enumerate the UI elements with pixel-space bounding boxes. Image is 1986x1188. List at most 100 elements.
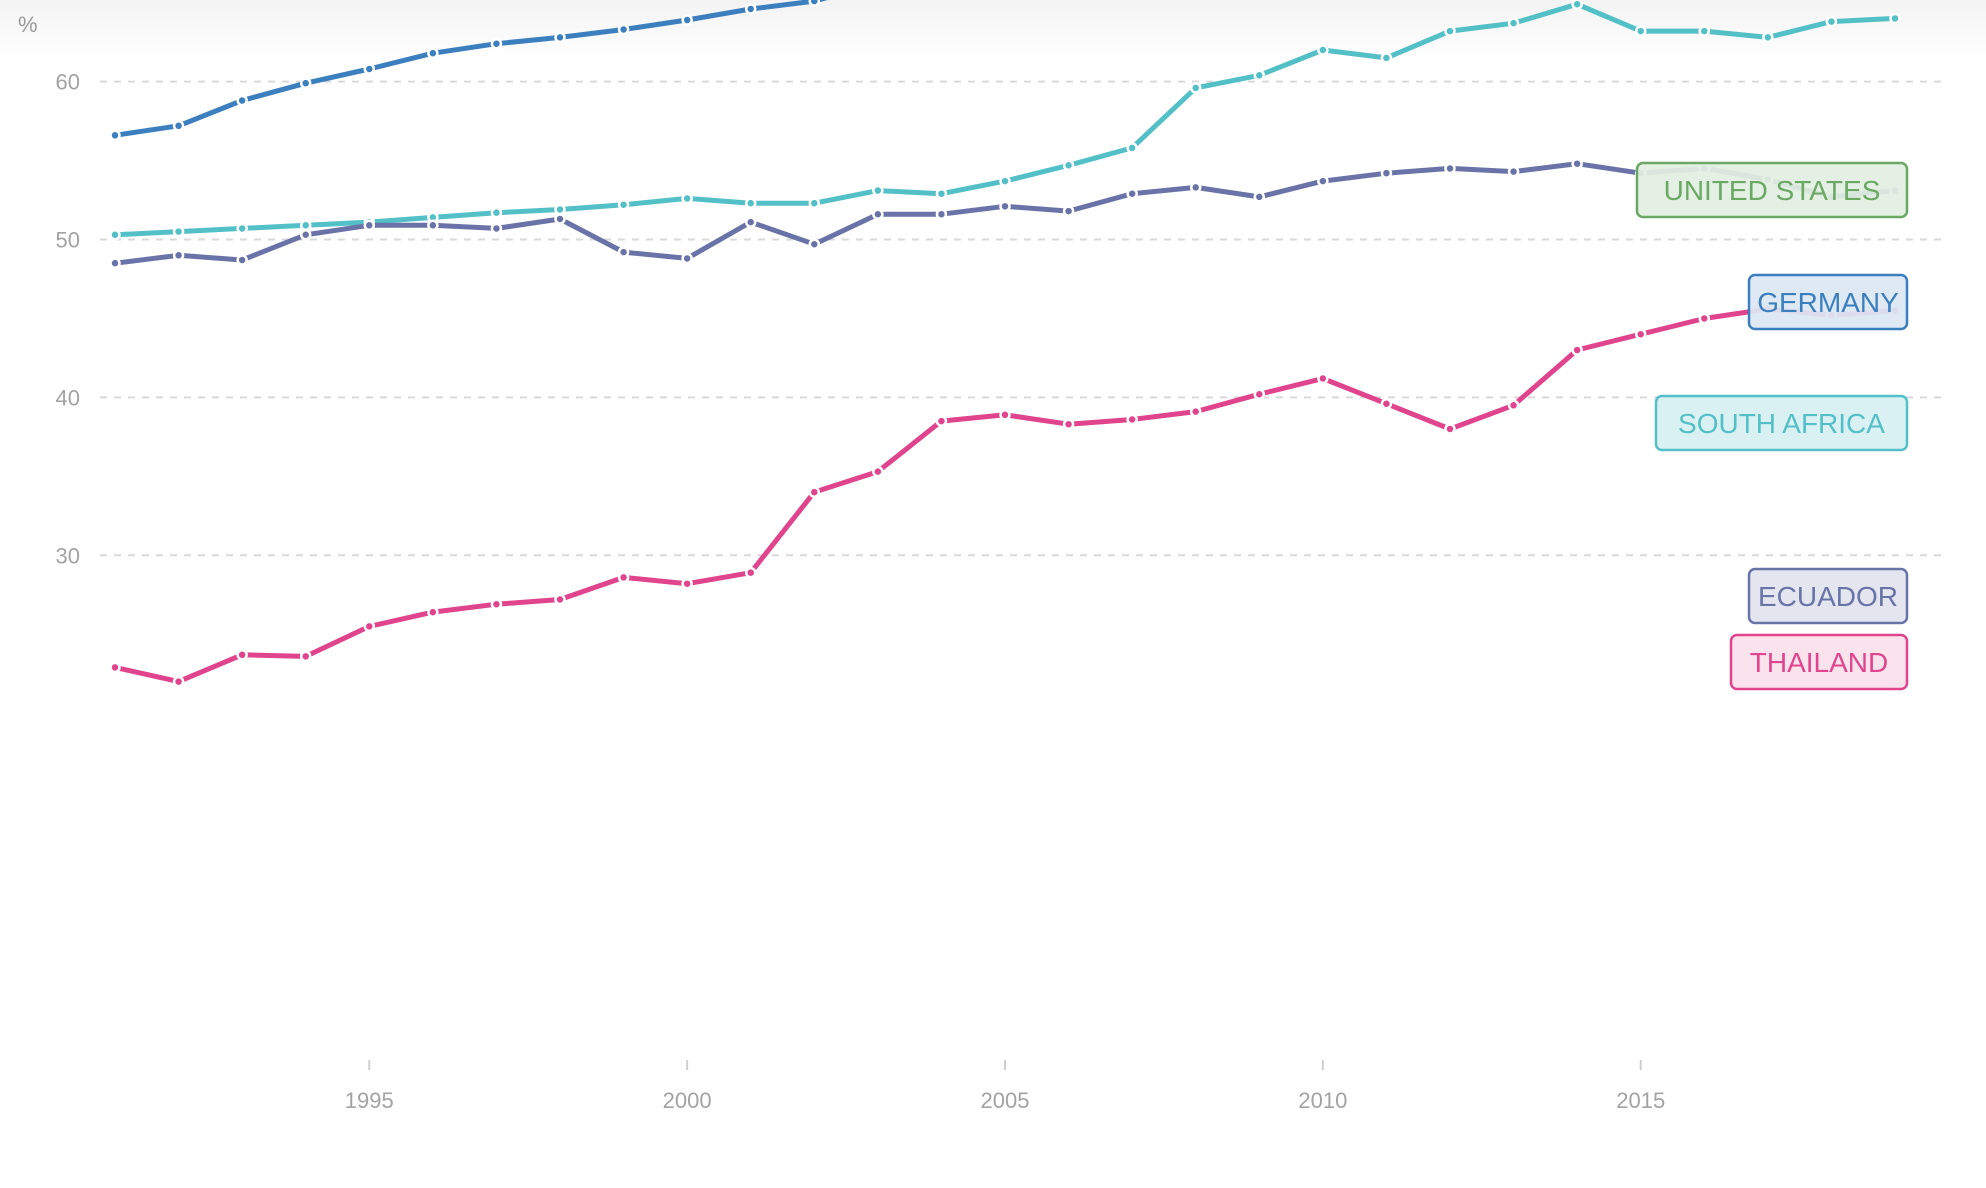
data-point-thailand bbox=[299, 650, 312, 663]
data-point-ecuador bbox=[1444, 162, 1456, 175]
data-point-south-africa bbox=[1189, 82, 1202, 94]
data-point-ecuador bbox=[1380, 167, 1393, 179]
data-point-ecuador bbox=[617, 246, 630, 258]
data-point-thailand bbox=[554, 593, 566, 606]
data-point-germany bbox=[172, 120, 185, 132]
data-point-south-africa bbox=[236, 222, 248, 235]
data-point-south-africa bbox=[1634, 25, 1647, 37]
data-point-thailand bbox=[490, 598, 503, 610]
series-tag-thailand bbox=[1729, 633, 1909, 691]
data-point-germany bbox=[490, 37, 503, 50]
data-point-south-africa bbox=[299, 219, 312, 232]
data-point-south-africa bbox=[1317, 44, 1329, 56]
y-tick-label: 30 bbox=[56, 543, 80, 568]
data-point-thailand bbox=[1698, 312, 1711, 325]
y-unit-label: % bbox=[18, 12, 38, 37]
data-point-ecuador bbox=[1062, 205, 1075, 217]
series-label-germany: GERMANY bbox=[1757, 287, 1899, 318]
data-point-ecuador bbox=[1253, 191, 1266, 203]
data-point-germany bbox=[427, 47, 439, 59]
y-tick-label: 40 bbox=[56, 385, 80, 410]
data-point-south-africa bbox=[1571, 0, 1583, 10]
data-point-thailand bbox=[1507, 399, 1520, 412]
x-tick-label: 2000 bbox=[663, 1088, 712, 1113]
series-line-thailand bbox=[112, 306, 1898, 685]
data-point-germany bbox=[109, 129, 121, 142]
data-point-south-africa bbox=[1444, 25, 1456, 37]
data-point-ecuador bbox=[744, 216, 757, 228]
data-point-south-africa bbox=[109, 229, 121, 241]
data-point-thailand bbox=[1126, 413, 1138, 426]
y-tick-label: 50 bbox=[56, 228, 80, 253]
data-point-thailand bbox=[1062, 418, 1075, 430]
data-point-south-africa bbox=[172, 225, 185, 238]
data-point-south-africa bbox=[872, 184, 884, 197]
data-point-south-africa bbox=[808, 197, 821, 209]
data-point-germany bbox=[808, 0, 821, 7]
data-point-thailand bbox=[363, 620, 376, 633]
series-line-germany bbox=[112, 0, 828, 138]
series-line-south-africa bbox=[112, 1, 1898, 238]
series-label-united-states: UNITED STATES bbox=[1664, 175, 1881, 206]
x-tick-label: 1995 bbox=[345, 1088, 394, 1113]
data-point-south-africa bbox=[1253, 69, 1266, 82]
data-point-ecuador bbox=[363, 219, 376, 232]
data-point-south-africa bbox=[1507, 17, 1520, 29]
data-point-germany bbox=[299, 77, 312, 89]
data-point-thailand bbox=[935, 415, 948, 427]
series-tag-ecuador bbox=[1747, 567, 1909, 625]
y-tick-label: 60 bbox=[56, 70, 80, 95]
data-point-thailand bbox=[872, 465, 884, 478]
data-point-ecuador bbox=[172, 249, 185, 262]
data-point-ecuador bbox=[999, 200, 1011, 213]
data-point-thailand bbox=[109, 661, 121, 674]
data-point-south-africa bbox=[1698, 25, 1711, 37]
data-point-germany bbox=[617, 23, 630, 36]
series-label-south-africa: SOUTH AFRICA bbox=[1678, 408, 1885, 439]
data-point-ecuador bbox=[1507, 165, 1520, 178]
data-point-thailand bbox=[427, 606, 439, 618]
data-point-germany bbox=[236, 94, 248, 107]
data-point-south-africa bbox=[1126, 142, 1138, 154]
data-point-thailand bbox=[744, 566, 757, 579]
data-point-ecuador bbox=[935, 208, 948, 220]
data-point-south-africa bbox=[1889, 12, 1901, 25]
data-point-south-africa bbox=[1380, 52, 1393, 64]
data-point-ecuador bbox=[427, 219, 439, 232]
series-tag-south-africa bbox=[1654, 394, 1909, 452]
data-point-thailand bbox=[172, 675, 185, 688]
data-point-south-africa bbox=[617, 199, 630, 211]
x-tick-label: 2010 bbox=[1298, 1088, 1347, 1113]
series-tag-united-states bbox=[1635, 161, 1909, 219]
data-point-thailand bbox=[1253, 388, 1266, 400]
data-point-thailand bbox=[681, 577, 693, 590]
data-point-ecuador bbox=[1571, 157, 1583, 170]
data-point-south-africa bbox=[1062, 159, 1075, 172]
data-point-ecuador bbox=[236, 254, 248, 266]
data-point-south-africa bbox=[744, 197, 757, 209]
data-point-south-africa bbox=[554, 203, 566, 216]
data-point-ecuador bbox=[808, 238, 821, 250]
data-point-germany bbox=[681, 14, 693, 26]
data-point-thailand bbox=[1380, 397, 1393, 410]
data-point-germany bbox=[363, 63, 376, 75]
data-point-south-africa bbox=[490, 206, 503, 219]
data-point-ecuador bbox=[1317, 175, 1329, 187]
data-point-thailand bbox=[1444, 423, 1456, 435]
data-point-ecuador bbox=[554, 213, 566, 225]
data-point-thailand bbox=[999, 409, 1011, 421]
data-point-thailand bbox=[236, 649, 248, 661]
data-point-thailand bbox=[1634, 328, 1647, 340]
data-point-ecuador bbox=[1126, 187, 1138, 200]
data-point-ecuador bbox=[490, 222, 503, 235]
data-point-thailand bbox=[808, 486, 821, 498]
x-tick-label: 2005 bbox=[981, 1088, 1030, 1113]
data-point-ecuador bbox=[299, 229, 312, 241]
data-point-ecuador bbox=[872, 208, 884, 220]
data-point-germany bbox=[554, 31, 566, 44]
data-point-thailand bbox=[1571, 344, 1583, 356]
data-point-south-africa bbox=[999, 175, 1011, 187]
series-label-thailand: THAILAND bbox=[1750, 647, 1888, 678]
data-point-south-africa bbox=[681, 192, 693, 205]
